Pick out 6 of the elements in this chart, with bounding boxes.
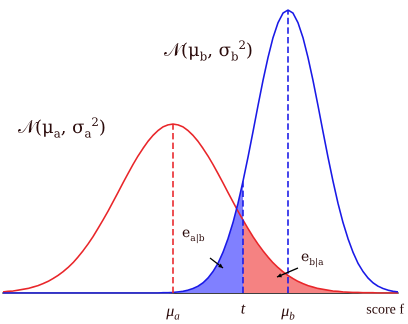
annotation: 𝒩(μ$_{a}$, σ$_{a}$$^{2}$) <box>18 115 106 141</box>
x-tick-label: t <box>240 300 246 318</box>
x-axis-title: score f <box>366 302 404 318</box>
annotation: 𝒩(μ$_{b}$, σ$_{b}$$^{2}$) <box>164 38 253 64</box>
annotation: e$_{b|a}$ <box>301 249 324 268</box>
annotation: e$_{a|b}$ <box>182 225 205 244</box>
